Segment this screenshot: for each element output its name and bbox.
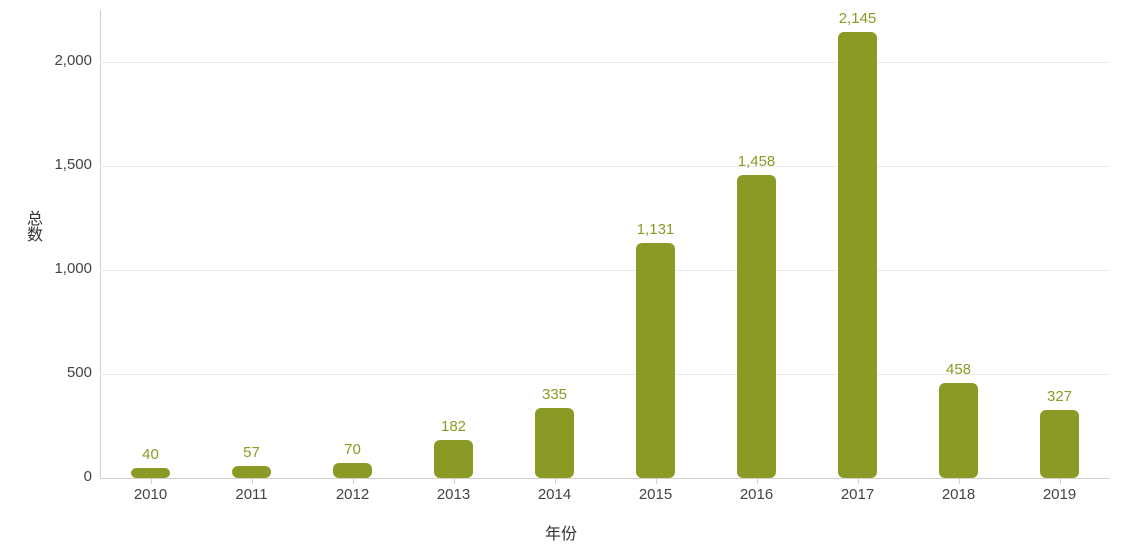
bar	[939, 383, 977, 478]
x-tick-label: 2019	[1009, 486, 1110, 503]
y-tick-label: 1,000	[32, 260, 92, 277]
x-axis-label: 年份	[0, 520, 1122, 544]
bar	[636, 243, 674, 478]
x-tick-label: 2015	[605, 486, 706, 503]
x-tick-label: 2013	[403, 486, 504, 503]
x-tick-label: 2016	[706, 486, 807, 503]
x-tick-mark	[858, 478, 859, 484]
x-tick-label: 2012	[302, 486, 403, 503]
x-tick-mark	[353, 478, 354, 484]
y-axis-line	[100, 10, 101, 479]
x-tick-mark	[151, 478, 152, 484]
x-tick-mark	[252, 478, 253, 484]
bar-value-label: 1,458	[706, 153, 807, 170]
bar	[737, 175, 775, 478]
bar	[1040, 410, 1078, 478]
bar-chart: 总数 年份 0 500 1,000 1,500 2,000 40 2010 57 2011 70 2…	[0, 0, 1122, 546]
bar	[232, 466, 270, 478]
gridline	[100, 62, 1110, 63]
bar	[535, 408, 573, 478]
bar	[434, 440, 472, 478]
bar	[838, 32, 876, 478]
x-tick-mark	[656, 478, 657, 484]
x-tick-label: 2018	[908, 486, 1009, 503]
x-tick-mark	[757, 478, 758, 484]
x-tick-label: 2010	[100, 486, 201, 503]
bar-value-label: 40	[100, 446, 201, 463]
bar-value-label: 57	[201, 444, 302, 461]
y-tick-label: 500	[32, 364, 92, 381]
x-tick-label: 2014	[504, 486, 605, 503]
x-tick-mark	[959, 478, 960, 484]
gridline	[100, 166, 1110, 167]
gridline	[100, 270, 1110, 271]
x-tick-mark	[1060, 478, 1061, 484]
bar-value-label: 458	[908, 361, 1009, 378]
x-tick-label: 2011	[201, 486, 302, 503]
x-tick-label: 2017	[807, 486, 908, 503]
x-tick-mark	[555, 478, 556, 484]
bar-value-label: 182	[403, 418, 504, 435]
y-tick-label: 0	[32, 468, 92, 485]
y-axis-label: 总数	[20, 210, 44, 242]
bar	[131, 468, 169, 478]
bar-value-label: 2,145	[807, 10, 908, 27]
bar-value-label: 70	[302, 441, 403, 458]
bar-value-label: 1,131	[605, 221, 706, 238]
y-tick-label: 2,000	[32, 52, 92, 69]
y-tick-label: 1,500	[32, 156, 92, 173]
x-tick-mark	[454, 478, 455, 484]
bar-value-label: 335	[504, 386, 605, 403]
bar-value-label: 327	[1009, 388, 1110, 405]
bar	[333, 463, 371, 478]
